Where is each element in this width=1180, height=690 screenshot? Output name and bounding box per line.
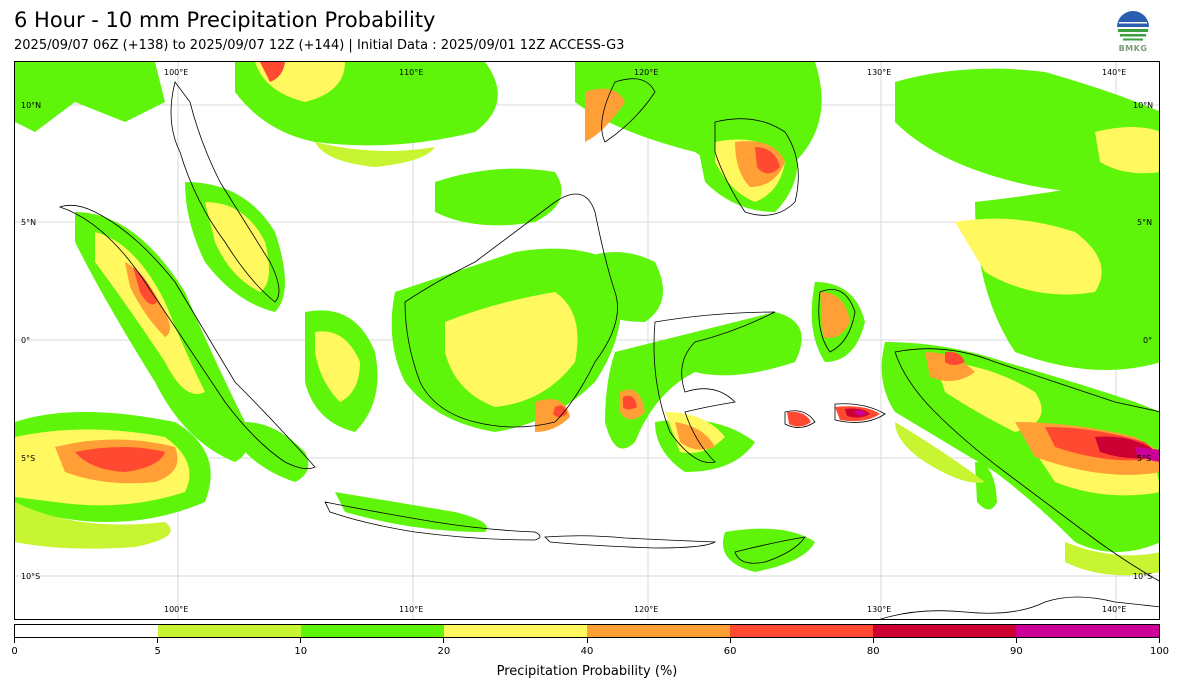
colorbar-title: Precipitation Probability (%) — [496, 664, 678, 679]
colorbar-tick — [443, 638, 445, 643]
map-subtitle: 2025/09/07 06Z (+138) to 2025/09/07 12Z … — [14, 38, 625, 53]
precipitation-map[interactable]: 100°E 110°E 120°E 130°E 140°E 100°E 110°… — [14, 61, 1160, 620]
colorbar-tick-label: 5 — [154, 646, 161, 657]
colorbar-tick — [1159, 638, 1160, 643]
colorbar-segment — [587, 625, 730, 637]
lat-label-left: 10°N — [21, 101, 41, 110]
colorbar-tick — [729, 638, 731, 643]
bmkg-logo-icon: BMKG — [1112, 10, 1154, 56]
lat-label-left: 5°S — [21, 454, 35, 463]
prob-80-100-layer — [845, 408, 1159, 462]
map-grid-labels: 100°E 110°E 120°E 130°E 140°E 100°E 110°… — [21, 68, 1153, 614]
lon-label-bottom: 130°E — [867, 605, 891, 614]
colorbar-tick — [872, 638, 874, 643]
colorbar-segment — [873, 625, 1016, 637]
lon-label-bottom: 140°E — [1102, 605, 1126, 614]
map-title: 6 Hour - 10 mm Precipitation Probability — [14, 8, 436, 32]
colorbar-tick-label: 0 — [11, 646, 18, 657]
colorbar — [14, 624, 1160, 638]
logo-text: BMKG — [1118, 44, 1148, 53]
lon-label-top: 130°E — [867, 68, 891, 77]
colorbar-tick — [14, 638, 15, 643]
colorbar-segment — [444, 625, 587, 637]
lat-label-left: 10°S — [21, 572, 40, 581]
colorbar-tick — [586, 638, 588, 643]
colorbar-tick-label: 60 — [723, 646, 737, 657]
lat-label-left: 0° — [21, 336, 30, 345]
colorbar-tick — [1015, 638, 1017, 643]
colorbar-segment — [158, 625, 301, 637]
colorbar-segment — [730, 625, 873, 637]
coastlines — [58, 78, 1159, 619]
lon-label-bottom: 100°E — [164, 605, 188, 614]
lat-label-right: 10°N — [1133, 101, 1153, 110]
lat-label-right: 0° — [1143, 336, 1152, 345]
colorbar-tick — [300, 638, 302, 643]
lon-label-top: 120°E — [634, 68, 658, 77]
lat-label-right: 5°S — [1137, 454, 1151, 463]
colorbar-segment — [301, 625, 444, 637]
colorbar-segment — [1016, 625, 1159, 637]
lat-label-left: 5°N — [21, 218, 36, 227]
lon-label-top: 100°E — [164, 68, 188, 77]
lat-label-right: 5°N — [1137, 218, 1152, 227]
colorbar-tick — [157, 638, 159, 643]
lat-label-right: 10°S — [1133, 572, 1152, 581]
colorbar-tick-label: 80 — [866, 646, 880, 657]
lon-label-bottom: 110°E — [399, 605, 423, 614]
lon-label-top: 140°E — [1102, 68, 1126, 77]
colorbar-segment — [15, 625, 158, 637]
colorbar-tick-label: 40 — [580, 646, 594, 657]
colorbar-tick-label: 100 — [1149, 646, 1170, 657]
colorbar-tick-label: 90 — [1010, 646, 1023, 657]
colorbar-tick-label: 20 — [437, 646, 451, 657]
lon-label-bottom: 120°E — [634, 605, 658, 614]
lon-label-top: 110°E — [399, 68, 423, 77]
colorbar-tick-label: 10 — [294, 646, 308, 657]
map-canvas: 100°E 110°E 120°E 130°E 140°E 100°E 110°… — [15, 62, 1159, 619]
